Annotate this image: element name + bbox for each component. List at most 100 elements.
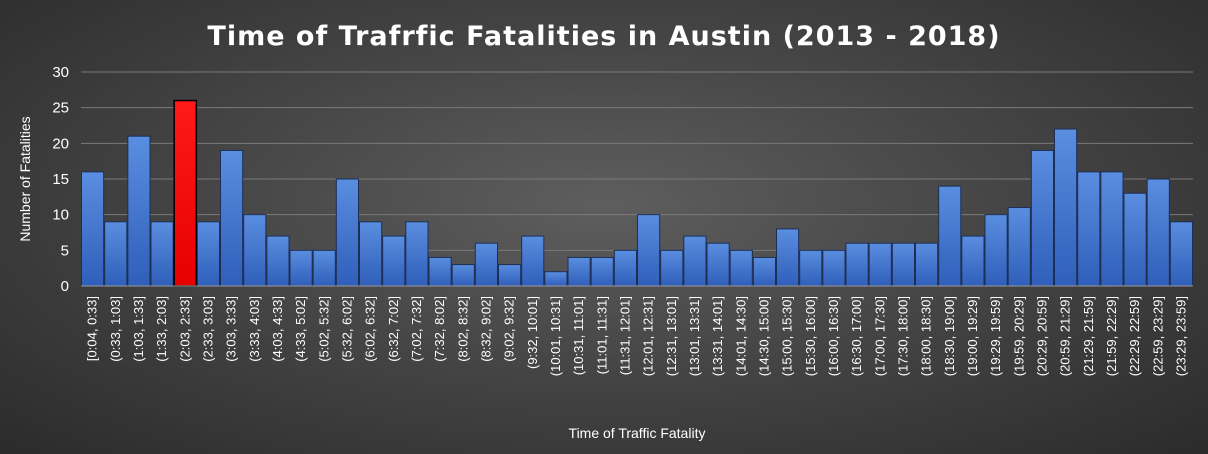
x-axis-label: Time of Traffic Fatality bbox=[569, 425, 706, 441]
x-tick-label: [0:04, 0:33] bbox=[85, 296, 100, 361]
x-tick-label: (3:33, 4:03] bbox=[247, 296, 262, 362]
x-tick-label: (11:01, 11:31] bbox=[594, 296, 609, 374]
x-tick-label: (0:33, 1:03] bbox=[108, 296, 123, 362]
bar bbox=[405, 221, 429, 287]
bar bbox=[984, 214, 1008, 287]
x-tick-label: (17:00, 17:30] bbox=[872, 296, 887, 376]
x-tick-label: (19:59, 20:29] bbox=[1011, 296, 1026, 376]
bar bbox=[335, 178, 360, 287]
bar bbox=[776, 228, 800, 287]
x-tick-label: (10:31, 11:01] bbox=[571, 296, 586, 375]
bar bbox=[799, 249, 823, 287]
x-tick-label: (7:02, 7:32] bbox=[409, 296, 424, 362]
bar bbox=[150, 221, 174, 287]
bar bbox=[1007, 207, 1031, 287]
y-tick-label: 5 bbox=[61, 242, 69, 259]
y-axis-ticks: 0 5 10 15 20 25 30 bbox=[52, 64, 69, 295]
x-tick-label: (3:03, 3:33] bbox=[224, 296, 239, 362]
x-tick-label: (20:59, 21:29] bbox=[1058, 296, 1073, 376]
x-tick-label: (20:29, 20:59] bbox=[1034, 296, 1049, 376]
bar bbox=[891, 242, 915, 287]
x-tick-label: (4:33, 5:02] bbox=[293, 296, 308, 362]
bar bbox=[289, 249, 313, 287]
x-tick-label: (14:01, 14:30] bbox=[733, 296, 748, 376]
bar bbox=[196, 221, 220, 287]
bar bbox=[567, 256, 591, 287]
x-tick-label: (1:03, 1:33] bbox=[131, 296, 146, 362]
bar bbox=[1169, 221, 1194, 287]
bar bbox=[915, 242, 939, 287]
y-axis-label: Number of Fatalities bbox=[17, 116, 33, 241]
bar bbox=[451, 264, 475, 287]
x-tick-label: (7:32, 8:02] bbox=[432, 296, 447, 362]
bar bbox=[1123, 192, 1147, 287]
y-tick-label: 20 bbox=[52, 135, 69, 152]
bars bbox=[81, 99, 1194, 287]
bar bbox=[868, 242, 892, 287]
x-tick-label: (19:00, 19:29] bbox=[965, 296, 980, 376]
x-tick-label: (13:31, 14:01] bbox=[710, 296, 725, 376]
bar bbox=[822, 249, 846, 287]
y-tick-label: 0 bbox=[61, 278, 69, 295]
x-tick-label: (9:32, 10:01] bbox=[525, 296, 540, 369]
x-tick-label: (5:02, 5:32] bbox=[316, 296, 331, 362]
bar bbox=[312, 249, 336, 287]
x-tick-label: (18:00, 18:30] bbox=[919, 296, 934, 376]
x-tick-label: (12:01, 12:31] bbox=[641, 296, 656, 376]
bar bbox=[683, 235, 707, 287]
x-tick-label: (1:33, 2:03] bbox=[154, 296, 169, 362]
bar bbox=[1100, 171, 1124, 287]
x-tick-label: (14:30, 15:00] bbox=[756, 296, 771, 376]
bar bbox=[706, 242, 730, 287]
y-tick-label: 30 bbox=[52, 64, 69, 81]
y-tick-label: 25 bbox=[52, 100, 69, 117]
x-tick-label: (6:32, 7:02] bbox=[386, 296, 401, 362]
bar bbox=[752, 256, 776, 287]
x-tick-label: (9:02, 9:32] bbox=[502, 296, 517, 362]
bar bbox=[729, 249, 753, 287]
bar bbox=[81, 171, 105, 287]
x-tick-label: (17:30, 18:00] bbox=[895, 296, 910, 376]
x-tick-label: (13:01, 13:31] bbox=[687, 296, 702, 376]
bar bbox=[382, 235, 406, 287]
x-tick-label: (2:33, 3:03] bbox=[200, 296, 215, 362]
x-tick-label: (12:31, 13:01] bbox=[664, 296, 679, 376]
x-tick-label: (4:03, 4:33] bbox=[270, 296, 285, 362]
x-tick-label: (21:59, 22:29] bbox=[1104, 296, 1119, 376]
bar bbox=[590, 256, 614, 287]
bar bbox=[243, 214, 267, 287]
bar bbox=[961, 235, 985, 287]
bar bbox=[544, 271, 568, 287]
x-tick-label: (16:30, 17:00] bbox=[849, 296, 864, 376]
bar bbox=[498, 264, 522, 287]
x-tick-label: (23:29, 23:59] bbox=[1173, 296, 1188, 376]
bar bbox=[359, 221, 383, 287]
bar bbox=[1054, 128, 1078, 287]
x-tick-label: (6:02, 6:32] bbox=[363, 296, 378, 362]
bar bbox=[845, 242, 869, 287]
x-tick-label: (15:30, 16:00] bbox=[803, 296, 818, 376]
x-tick-label: (2:03, 2:33] bbox=[177, 296, 192, 362]
bar bbox=[660, 249, 684, 287]
bar bbox=[428, 256, 452, 287]
x-tick-label: (21:29, 21:59] bbox=[1081, 296, 1096, 376]
bar-highlighted bbox=[173, 99, 198, 287]
bar bbox=[1146, 178, 1170, 287]
y-tick-label: 15 bbox=[52, 171, 69, 188]
chart-title: Time of Trafrfic Fatalities in Austin (2… bbox=[207, 21, 1000, 52]
y-tick-label: 10 bbox=[52, 207, 69, 224]
x-tick-label: (15:00, 15:30] bbox=[780, 296, 795, 376]
bar bbox=[474, 242, 499, 287]
x-tick-label: (18:30, 19:00] bbox=[942, 296, 957, 376]
x-tick-label: (10:01, 10:31] bbox=[548, 296, 563, 376]
bar bbox=[521, 235, 545, 287]
bar bbox=[104, 221, 128, 287]
bar bbox=[127, 135, 151, 287]
x-tick-label: (16:00, 16:30] bbox=[826, 296, 841, 376]
x-tick-label: (5:32, 6:02] bbox=[339, 296, 354, 362]
x-tick-label: (19:29, 19:59] bbox=[988, 296, 1003, 376]
bar bbox=[220, 149, 244, 287]
bar bbox=[938, 185, 962, 287]
